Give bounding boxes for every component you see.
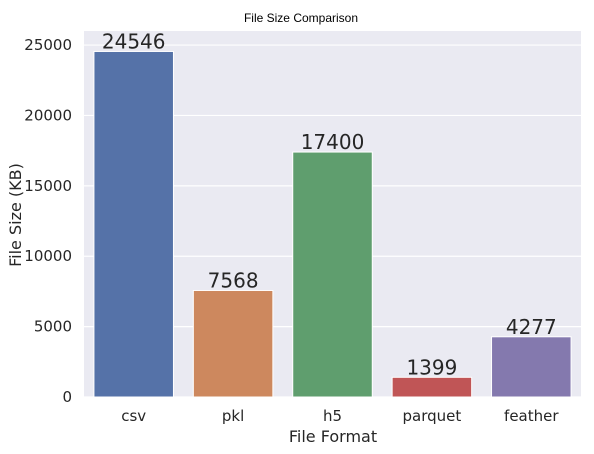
y-tick-label: 15000 xyxy=(24,177,72,195)
y-tick-label: 5000 xyxy=(34,318,72,336)
y-axis-label: File Size (KB) xyxy=(6,163,25,267)
data-label-h5: 17400 xyxy=(301,130,365,154)
y-tick-label: 0 xyxy=(62,388,72,406)
bar-csv xyxy=(93,50,174,398)
x-tick-label: parquet xyxy=(403,407,462,425)
bar-pkl xyxy=(192,289,274,398)
bar-parquet xyxy=(391,376,473,398)
bar-h5 xyxy=(292,151,373,398)
data-label-pkl: 7568 xyxy=(208,268,259,292)
x-axis-label: File Format xyxy=(289,427,377,446)
x-tick-label: feather xyxy=(504,407,559,425)
x-tick-label: csv xyxy=(121,407,146,425)
bars xyxy=(93,50,572,398)
data-label-parquet: 1399 xyxy=(406,355,457,379)
data-label-csv: 24546 xyxy=(102,29,166,53)
y-tick-label: 20000 xyxy=(24,106,72,124)
y-axis-ticks: 0 5000 10000 15000 20000 25000 xyxy=(24,36,72,406)
data-labels: 24546 7568 17400 1399 4277 xyxy=(102,29,557,379)
x-tick-label: h5 xyxy=(323,407,342,425)
x-tick-label: pkl xyxy=(222,407,244,425)
bar-feather xyxy=(491,336,572,398)
y-tick-label: 10000 xyxy=(24,247,72,265)
y-tick-label: 25000 xyxy=(24,36,72,54)
x-axis-ticks: csv pkl h5 parquet feather xyxy=(121,407,559,425)
chart-title: File Size Comparison xyxy=(244,11,358,25)
data-label-feather: 4277 xyxy=(506,315,557,339)
